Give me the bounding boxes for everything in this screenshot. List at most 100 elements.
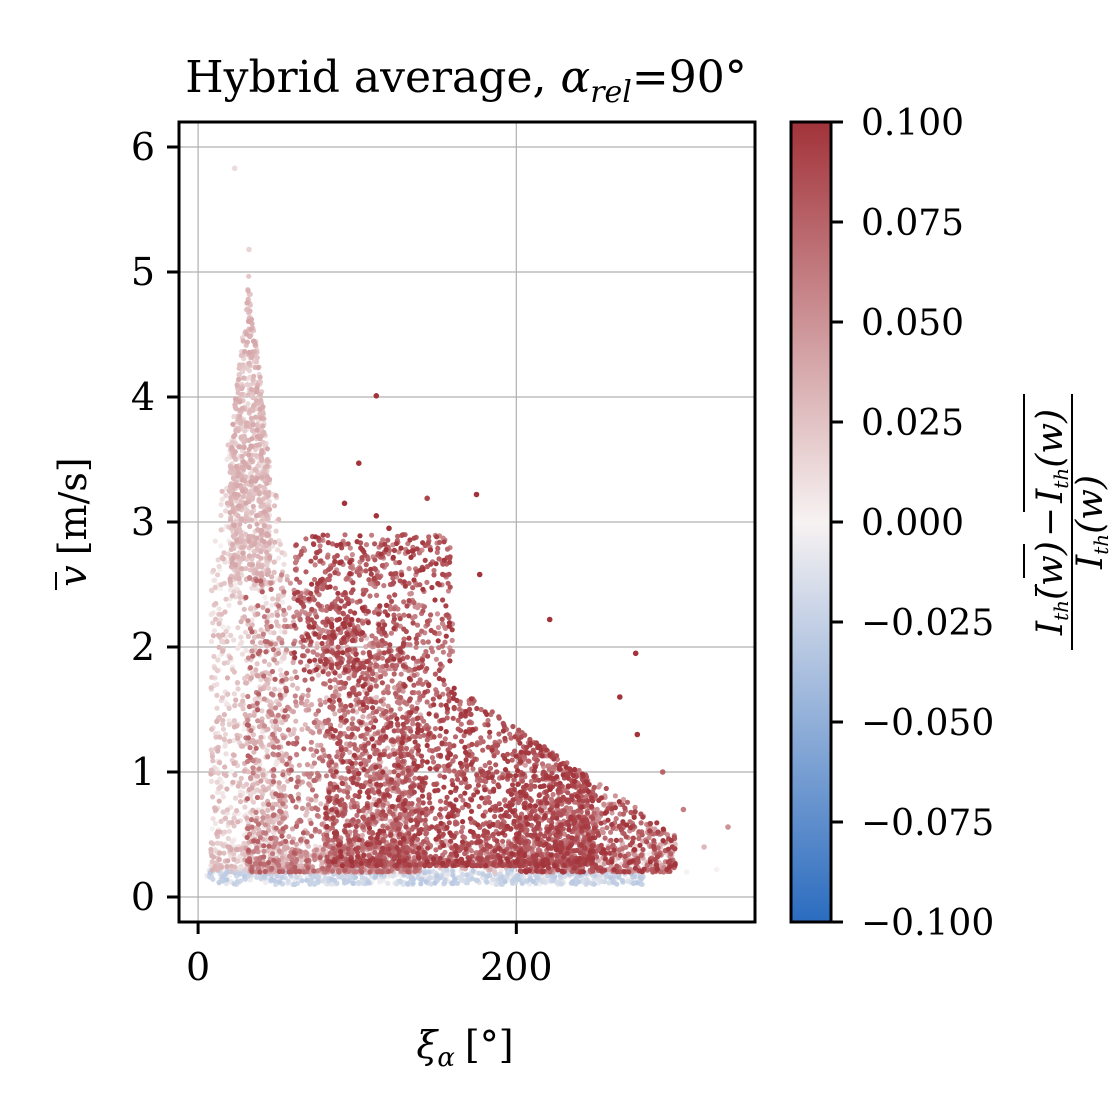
scatter-point xyxy=(437,773,443,779)
scatter-point xyxy=(298,700,304,706)
scatter-point xyxy=(387,769,393,775)
scatter-point xyxy=(248,354,254,361)
scatter-point xyxy=(228,546,234,553)
scatter-point xyxy=(262,830,268,836)
scatter-point xyxy=(224,500,230,506)
scatter-point xyxy=(276,603,282,609)
scatter-point xyxy=(247,745,253,751)
scatter-point xyxy=(224,456,230,462)
scatter-point xyxy=(241,726,247,732)
scatter-point xyxy=(222,815,229,821)
scatter-point xyxy=(557,872,563,879)
scatter-point xyxy=(348,564,354,570)
scatter-point xyxy=(244,815,250,821)
scatter-point xyxy=(258,527,265,533)
scatter-point xyxy=(246,575,253,581)
scatter-point xyxy=(212,584,218,590)
scatter-point xyxy=(432,726,438,732)
scatter-point xyxy=(333,689,339,695)
scatter-point xyxy=(332,711,338,717)
scatter-point xyxy=(304,771,310,777)
scatter-point xyxy=(258,794,264,801)
scatter-point xyxy=(240,488,246,494)
scatter-point xyxy=(448,648,454,654)
scatter-point xyxy=(257,374,263,380)
scatter-point xyxy=(227,738,233,744)
scatter-point xyxy=(345,873,351,879)
scatter-point xyxy=(248,775,254,781)
scatter-point xyxy=(210,816,216,822)
scatter-point xyxy=(320,846,326,852)
scatter-point xyxy=(410,880,416,886)
scatter-point xyxy=(214,789,221,796)
scatter-point xyxy=(261,848,267,854)
scatter-point xyxy=(449,880,455,886)
scatter-point xyxy=(216,606,222,612)
scatter-point xyxy=(216,644,222,650)
scatter-point xyxy=(227,655,233,661)
scatter-point xyxy=(277,541,283,548)
scatter-point xyxy=(482,762,488,769)
scatter-point xyxy=(270,773,276,779)
scatter-point xyxy=(315,672,321,678)
scatter-point xyxy=(282,617,288,623)
scatter-point xyxy=(423,879,429,885)
scatter-point xyxy=(283,647,289,653)
scatter-point xyxy=(442,736,448,742)
scatter-point xyxy=(218,501,224,507)
scatter-point xyxy=(248,517,254,523)
scatter-point xyxy=(254,434,260,440)
scatter-point xyxy=(367,593,373,599)
scatter-point xyxy=(294,874,300,880)
scatter-point xyxy=(214,705,220,711)
scatter-point xyxy=(231,737,237,744)
scatter-point xyxy=(449,637,455,644)
scatter-point xyxy=(442,639,448,645)
scatter-point xyxy=(539,761,546,767)
scatter-point xyxy=(276,784,282,790)
scatter-point xyxy=(291,641,297,647)
scatter-point xyxy=(346,675,352,681)
scatter-point xyxy=(584,880,591,886)
scatter-point xyxy=(314,641,320,647)
scatter-point xyxy=(250,639,256,645)
scatter-point xyxy=(596,784,602,790)
scatter-point xyxy=(458,721,464,727)
scatter-point xyxy=(277,667,284,673)
scatter-point xyxy=(237,362,243,368)
scatter-point xyxy=(591,881,597,887)
scatter-point xyxy=(247,606,254,612)
scatter-point xyxy=(249,648,255,654)
scatter-point xyxy=(576,879,582,885)
scatter-point xyxy=(546,766,552,772)
scatter-point xyxy=(248,675,254,681)
scatter-point xyxy=(304,877,310,883)
scatter-point xyxy=(426,869,432,875)
scatter-point xyxy=(239,639,245,645)
scatter-point xyxy=(271,630,277,636)
scatter-point xyxy=(253,809,259,816)
scatter-point xyxy=(300,644,306,650)
scatter-point xyxy=(220,726,227,732)
scatter-point xyxy=(332,677,338,683)
scatter-point xyxy=(239,464,245,470)
scatter-point xyxy=(246,786,252,793)
scatter-point xyxy=(384,800,390,807)
scatter-point xyxy=(227,509,233,516)
scatter-point xyxy=(245,618,251,624)
scatter-point xyxy=(252,478,258,484)
scatter-point xyxy=(432,880,438,886)
scatter-point xyxy=(266,742,273,748)
scatter-point xyxy=(235,625,241,631)
scatter-point xyxy=(313,847,319,853)
scatter-point xyxy=(389,678,395,684)
scatter-point xyxy=(237,399,243,405)
scatter-point xyxy=(610,879,616,885)
scatter-point xyxy=(252,860,259,867)
scatter-point xyxy=(236,376,242,383)
scatter-point xyxy=(274,873,280,879)
scatter-point xyxy=(359,832,365,839)
scatter-point xyxy=(208,685,214,691)
scatter-point xyxy=(208,767,214,773)
scatter-point xyxy=(215,657,221,663)
